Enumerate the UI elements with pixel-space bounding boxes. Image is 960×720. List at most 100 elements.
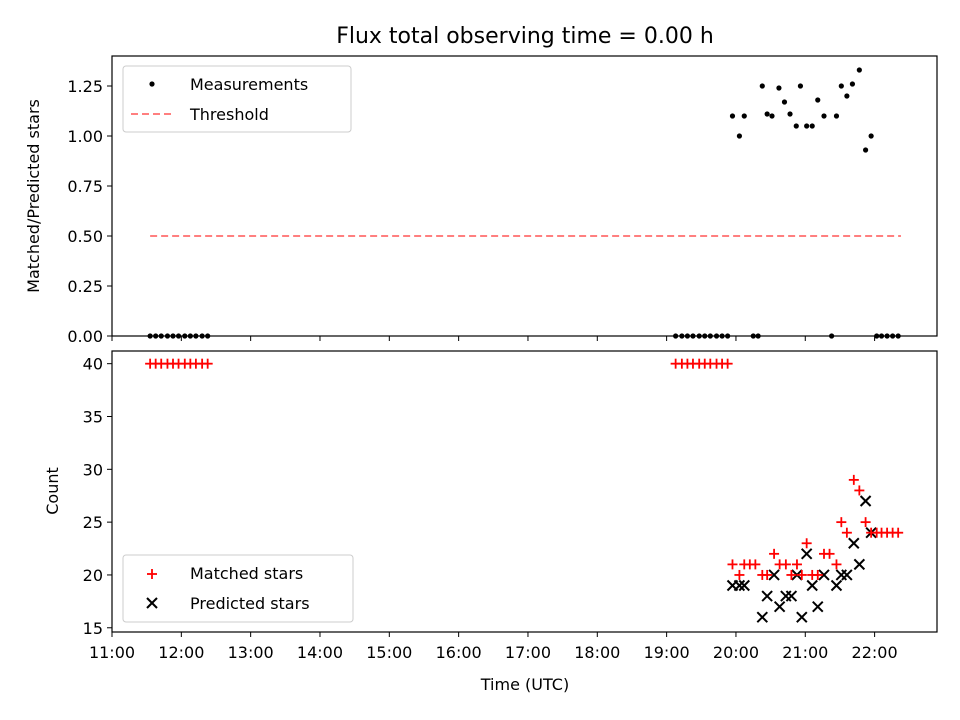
matched-star-point: [202, 358, 213, 369]
top-legend: Measurements Threshold: [122, 65, 352, 133]
top-y-tick-label: 0.25: [67, 277, 103, 296]
measurement-point: [809, 123, 815, 129]
measurement-point: [804, 123, 810, 129]
matched-star-point: [812, 569, 823, 580]
bottom-y-tick-label: 35: [83, 407, 103, 426]
top-frame: [111, 55, 938, 337]
measurement-point: [844, 93, 850, 99]
matched-star-point: [762, 569, 773, 580]
matched-star-point: [727, 559, 738, 570]
predicted-star-point: [738, 579, 750, 592]
top-x-axis: [111, 336, 876, 341]
bottom-x-tick-label: 22:00: [852, 643, 898, 662]
bottom-legend: Matched stars Predicted stars: [122, 554, 354, 623]
matched-star-point: [750, 559, 761, 570]
bottom-panel: 15 20 25 30 35 40 11:00 12:00 13:00 14:00 15:00 16…: [43, 350, 938, 694]
top-marks: [147, 67, 901, 339]
matched-star-point: [786, 569, 797, 580]
top-y-tick-label: 0.00: [67, 327, 103, 346]
bottom-x-tick-label: 11:00: [89, 643, 135, 662]
legend-measurements-label: Measurements: [190, 75, 308, 94]
matched-star-point: [769, 548, 780, 559]
predicted-star-point: [773, 600, 786, 613]
bottom-x-tick-label: 12:00: [158, 643, 204, 662]
measurement-point: [862, 147, 869, 153]
matched-star-point: [824, 548, 835, 559]
measurement-point: [815, 97, 821, 103]
bottom-legend-box: [122, 554, 354, 623]
measurement-point: [856, 67, 862, 73]
predicted-star-point: [812, 600, 824, 613]
predicted-star-point: [761, 590, 773, 602]
measurement-point: [741, 113, 747, 119]
bottom-y-tick-label: 25: [83, 513, 103, 532]
measurement-point: [736, 133, 743, 139]
measurement-point: [868, 133, 874, 139]
predicted-star-point: [796, 611, 808, 623]
bottom-x-tick-label: 14:00: [297, 643, 343, 662]
legend-threshold-label: Threshold: [189, 105, 269, 124]
top-y-axis-label: Matched/Predicted stars: [24, 99, 43, 293]
bottom-y-tick-label: 15: [83, 619, 103, 638]
predicted-star-point: [756, 611, 769, 623]
measurement-point: [729, 113, 736, 119]
matched-star-point: [780, 559, 791, 570]
matched-star-point: [831, 559, 842, 570]
matched-star-point: [854, 485, 865, 496]
legend-matched-marker: [147, 569, 157, 579]
bottom-x-tick-label: 21:00: [782, 643, 828, 662]
matched-star-point: [791, 559, 802, 570]
matched-star-point: [848, 474, 859, 485]
measurement-point: [833, 113, 840, 119]
bottom-marks: [145, 358, 904, 623]
bottom-x-axis-label: Time (UTC): [480, 675, 569, 694]
top-y-tick-label: 0.50: [67, 227, 103, 246]
top-legend-box: [122, 65, 352, 133]
predicted-star-point: [733, 579, 746, 592]
bottom-x-tick-label: 15:00: [366, 643, 412, 662]
matched-star-point: [841, 527, 852, 538]
top-panel: 0.00 0.25 0.50 0.75 1.00 1.25 Matched/Predict…: [24, 55, 938, 346]
bottom-x-tick-label: 13:00: [228, 643, 274, 662]
legend-matched-label: Matched stars: [190, 564, 303, 583]
bottom-y-tick-label: 20: [83, 566, 103, 585]
legend-predicted-label: Predicted stars: [190, 594, 310, 613]
predicted-star-point: [853, 558, 866, 571]
top-y-axis: 0.00 0.25 0.50 0.75 1.00 1.25: [67, 77, 112, 346]
top-y-tick-label: 0.75: [67, 177, 103, 196]
bottom-y-axis-label: Count: [43, 467, 62, 515]
bottom-x-tick-label: 16:00: [436, 643, 482, 662]
measurement-point: [769, 113, 775, 119]
matched-star-point: [860, 517, 871, 528]
matched-star-point: [722, 358, 733, 369]
legend-predicted-marker: [146, 597, 158, 609]
matched-star-point: [801, 538, 812, 549]
measurement-point: [781, 99, 788, 105]
top-y-tick-label: 1.00: [67, 127, 103, 146]
bottom-x-tick-label: 18:00: [574, 643, 620, 662]
bottom-x-tick-label: 20:00: [713, 643, 759, 662]
matched-star-point: [734, 569, 745, 580]
measurement-point: [787, 111, 793, 117]
bottom-frame: [111, 350, 938, 633]
chart-title: Flux total observing time = 0.00 h: [336, 24, 714, 49]
predicted-star-point: [841, 569, 853, 581]
measurement-point: [849, 81, 856, 87]
predicted-star-point: [848, 537, 860, 549]
predicted-star-point: [830, 579, 843, 592]
predicted-star-point: [785, 590, 798, 602]
measurement-point: [759, 83, 765, 89]
measurement-point: [776, 85, 782, 91]
predicted-star-point: [818, 569, 830, 581]
bottom-y-axis: 15 20 25 30 35 40: [83, 355, 112, 638]
top-y-tick-label: 1.25: [67, 77, 103, 96]
measurement-point: [821, 113, 827, 119]
measurement-point: [764, 111, 770, 117]
bottom-x-axis: 11:00 12:00 13:00 14:00 15:00 16:00 17:00 18:00…: [89, 632, 898, 662]
predicted-star-point: [800, 548, 813, 560]
predicted-star-point: [859, 495, 872, 507]
measurement-point: [838, 83, 844, 89]
predicted-star-point: [806, 579, 818, 592]
matched-star-point: [893, 527, 904, 538]
measurement-point: [793, 123, 799, 129]
